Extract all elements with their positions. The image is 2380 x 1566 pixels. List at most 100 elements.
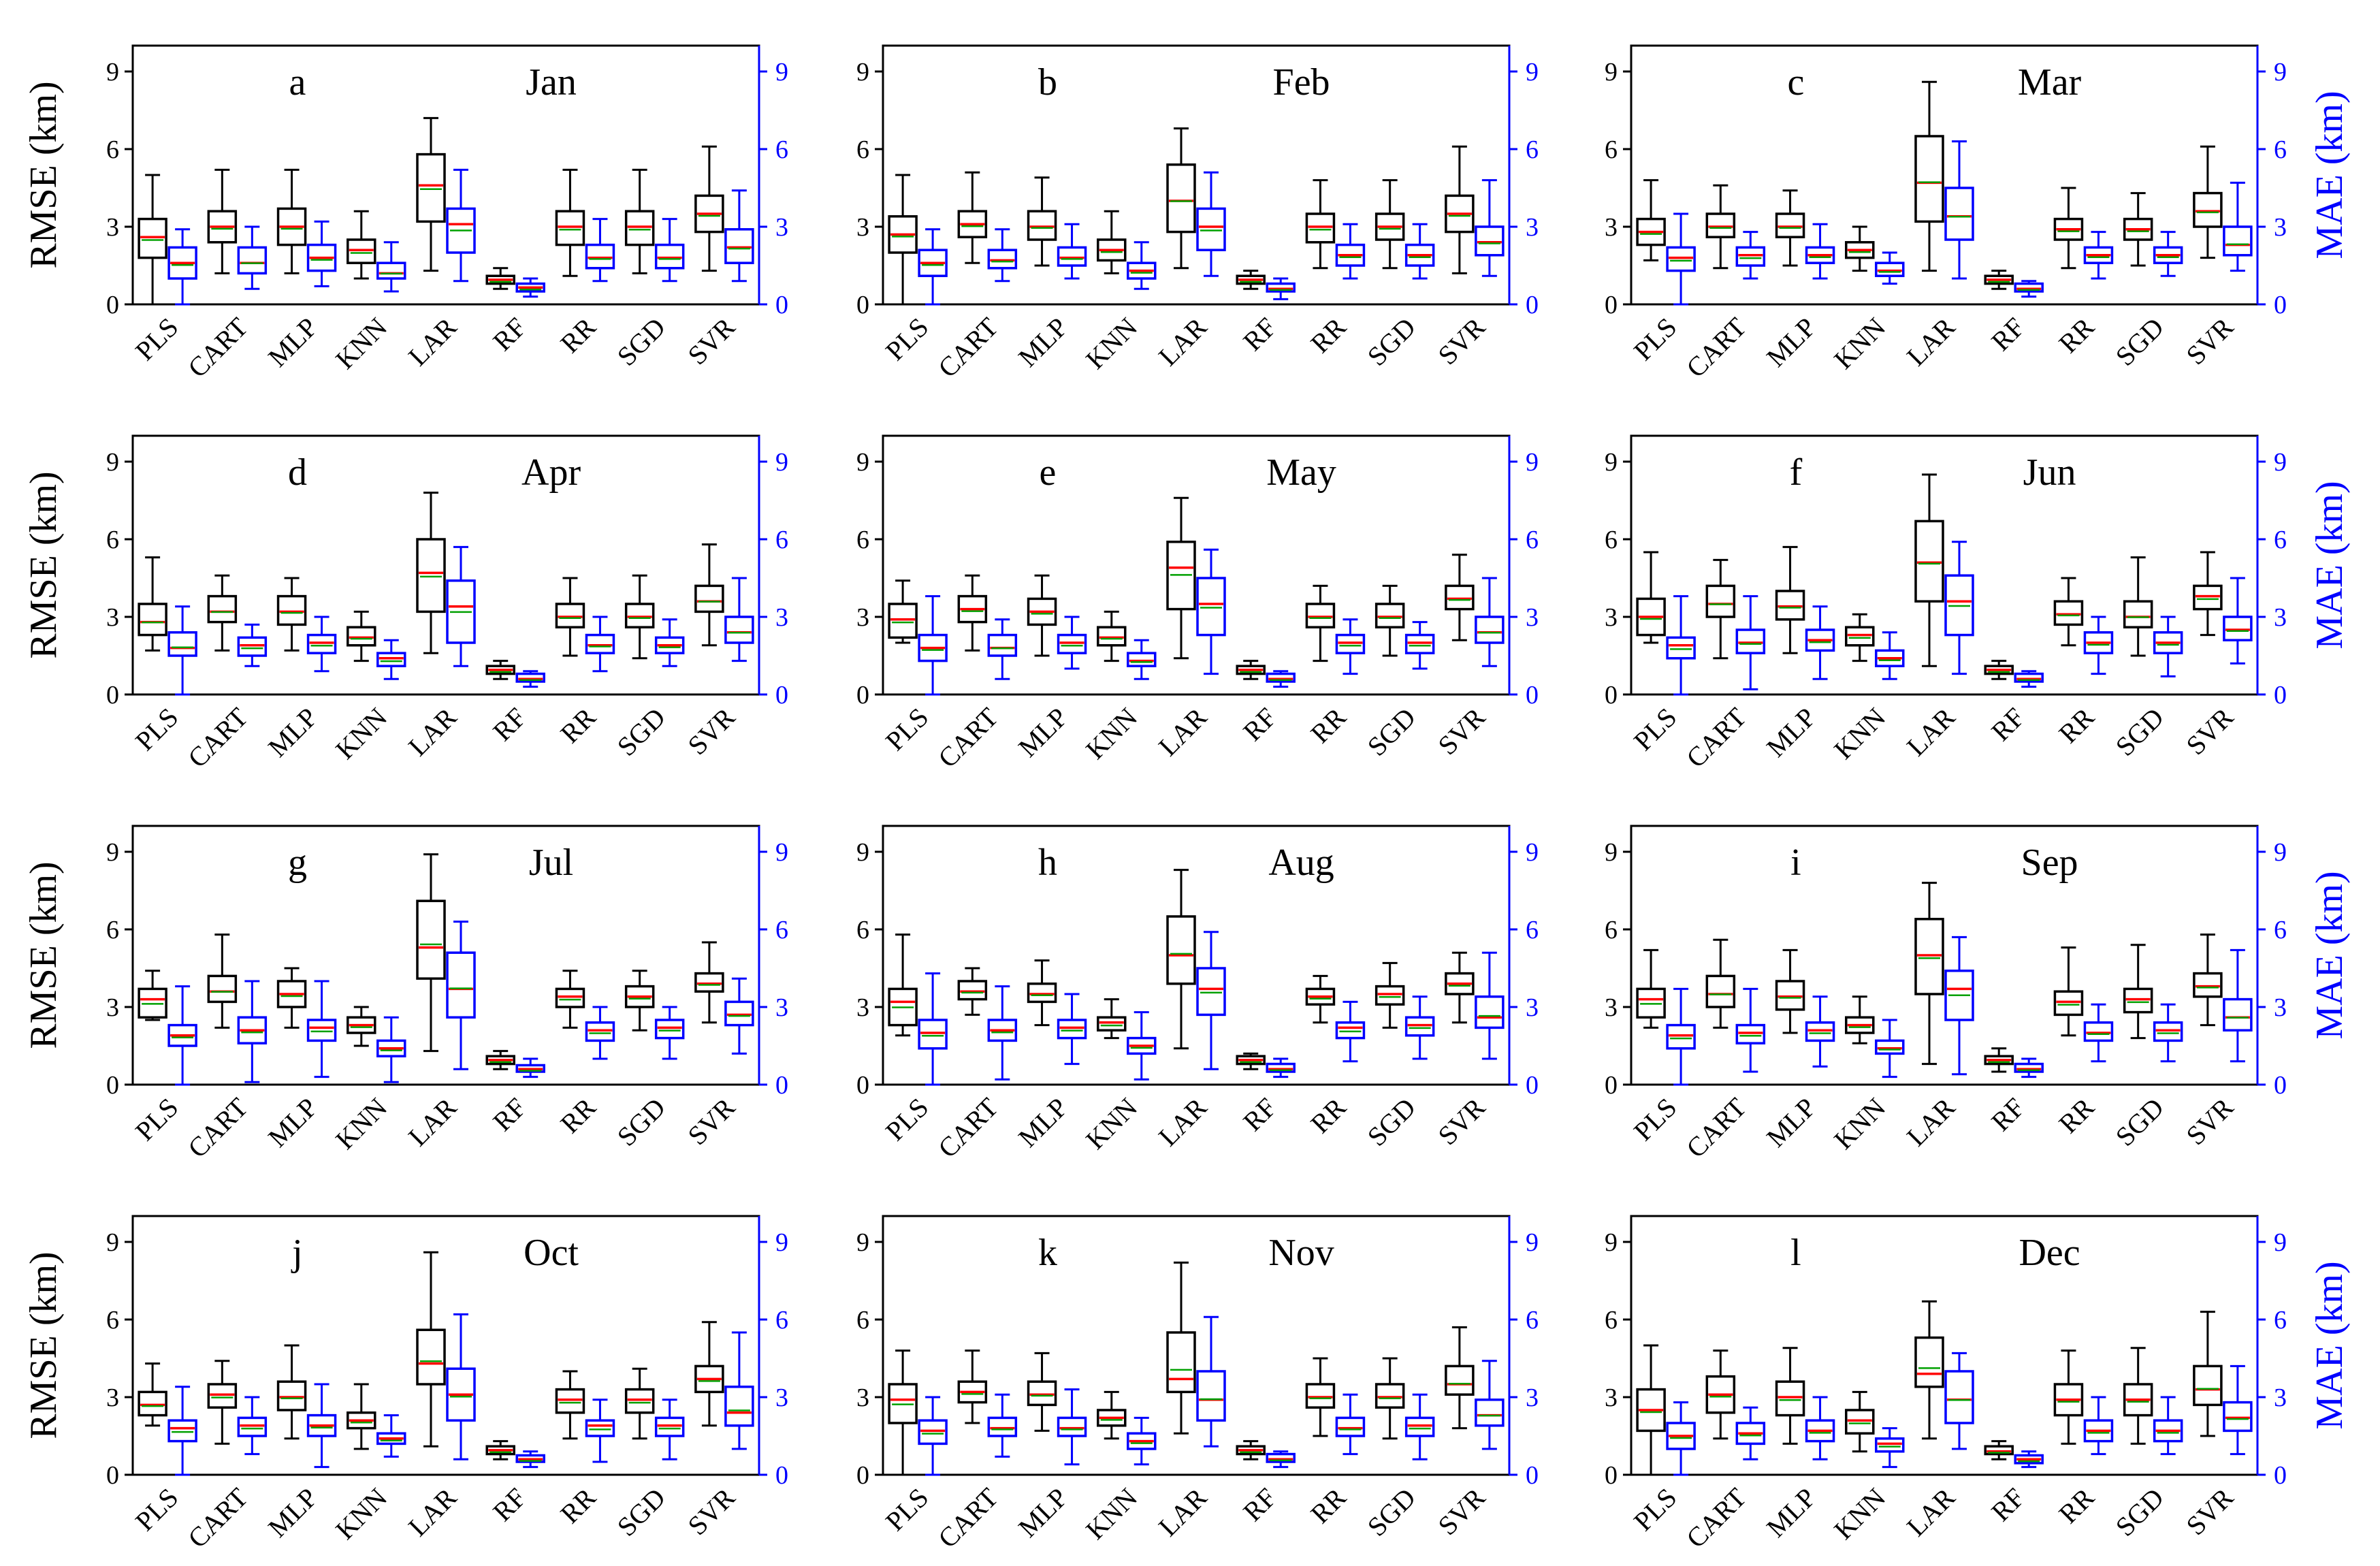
box-body [1944,1370,1974,1424]
y-tick-label-right: 3 [2274,603,2287,632]
y-tick-label-left: 6 [856,135,869,164]
rmse-box-knn [1845,995,1875,1044]
rmse-box-pls [888,174,918,306]
category-label: SVR [1432,1091,1491,1151]
category-label: PLS [129,1092,184,1147]
y-tick-label-right: 6 [775,1306,788,1335]
panel-month: Nov [1268,1232,1334,1274]
mae-box-cart [237,623,268,667]
box-body [1027,1380,1057,1407]
rmse-box-knn [347,210,376,280]
y-axis-title-right: MAE (km) [2309,1261,2351,1429]
mae-box-mlp [1057,223,1087,280]
box-body [555,987,585,1008]
y-tick-label-right: 6 [2274,916,2287,944]
rmse-box-cart [1705,558,1736,660]
box-body [2193,584,2223,611]
y-tick-label-right: 9 [2274,838,2287,867]
y-tick-label-right: 3 [775,993,788,1022]
box-body [1914,918,1944,995]
category-label: PLS [880,312,935,367]
rmse-box-rf [1236,1052,1266,1070]
category-label: PLS [129,1482,184,1537]
category-label: RR [554,311,602,359]
category-label: SVR [1432,701,1491,761]
rmse-box-rr [555,577,585,657]
rmse-box-mlp [1027,1352,1057,1432]
box-body [2223,1401,2253,1433]
box-body [1404,1416,1435,1437]
rmse-box-rf [485,660,515,680]
box-body [1475,616,1505,644]
y-tick-label-left: 6 [106,1306,119,1335]
mae-box-mlp [1805,223,1835,280]
category-label: RF [1237,1092,1282,1137]
category-label: SGD [1362,312,1421,372]
y-tick-label-left: 3 [106,1384,119,1412]
mae-box-mlp [1805,995,1835,1068]
rmse-box-rf [485,1440,515,1460]
y-tick-label-right: 6 [1526,1306,1539,1335]
mae-box-rf [515,1450,545,1469]
box-body [416,538,446,613]
panel-letter: a [289,61,306,103]
y-tick-label-left: 3 [1605,603,1618,632]
box-body [1097,1016,1127,1032]
box-body [1305,212,1336,244]
category-label: KNN [1828,702,1891,765]
mae-box-lar [446,921,476,1070]
mae-box-svr [2223,181,2253,272]
rmse-box-pls [888,579,918,644]
y-tick-label-left: 3 [1605,1384,1618,1412]
category-label: LAR [402,1482,463,1542]
y-tick-label-left: 0 [856,1461,869,1490]
category-label: SVR [681,311,741,370]
y-tick-label-left: 9 [106,838,119,867]
panel-month: Sep [2021,842,2078,884]
mae-box-sgd [654,1399,685,1460]
plot-frame [131,825,760,1086]
category-label: LAR [402,1091,463,1152]
y-tick-label-right: 3 [1526,213,1539,242]
box-body [515,672,545,683]
rmse-box-lar [1914,882,1944,1066]
rmse-box-svr [2193,145,2223,259]
category-label: SVR [681,1482,741,1541]
y-tick-label-right: 6 [775,526,788,554]
mae-box-cart [1735,231,1766,280]
rmse-box-mlp [1027,574,1057,657]
mae-box-lar [446,168,476,283]
y-tick-label-left: 6 [1605,1306,1618,1335]
mae-box-pls [1666,1401,1696,1476]
y-tick-label-right: 9 [775,58,788,86]
category-label: CART [1680,1482,1752,1554]
mae-box-pls [167,605,197,696]
rmse-box-cart [207,933,238,1029]
panel-letter: h [1038,842,1057,884]
panel-letter: b [1038,61,1057,103]
mae-box-lar [1196,931,1226,1070]
box-body [2223,225,2253,257]
box-body [654,1416,685,1437]
box-body [694,584,724,613]
mae-box-knn [376,1414,406,1458]
mae-box-pls [1666,595,1696,696]
rmse-box-knn [1845,225,1875,272]
box-body [585,1419,615,1437]
category-label: SVR [681,701,741,761]
y-tick-label-right: 9 [1526,838,1539,867]
y-tick-label-left: 6 [106,135,119,164]
rmse-box-mlp [276,168,307,274]
box-body [654,243,685,270]
y-tick-label-right: 3 [1526,603,1539,632]
box-body [138,1390,167,1417]
mae-box-sgd [1404,223,1435,280]
y-tick-label-right: 9 [2274,448,2287,477]
box-body [416,1328,446,1386]
category-label: CART [182,1482,254,1554]
mae-box-mlp [1057,1388,1087,1466]
category-label: SGD [2110,1092,2170,1152]
